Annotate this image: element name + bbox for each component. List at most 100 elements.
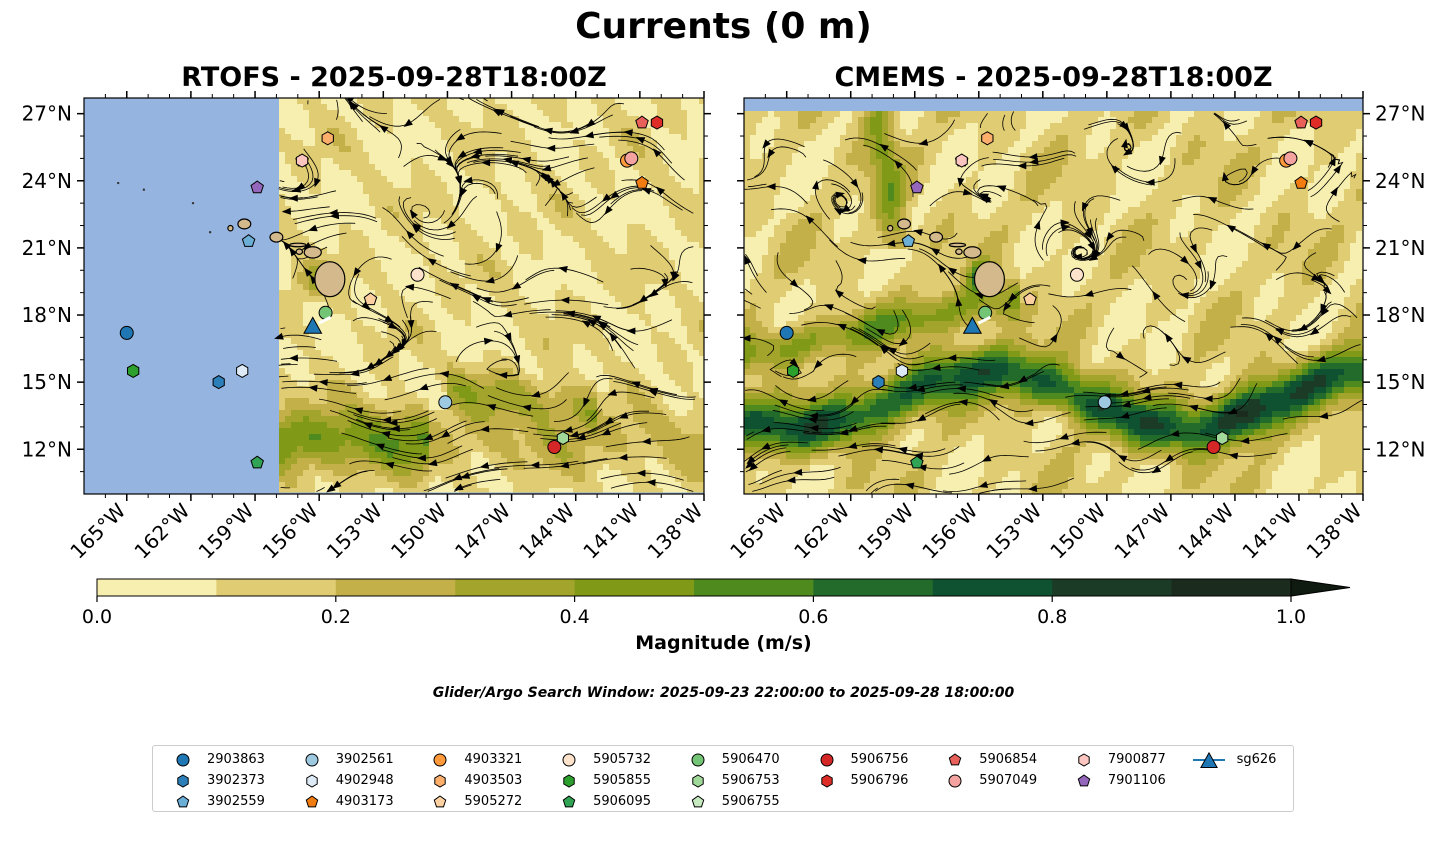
platform-sg626 [962, 316, 983, 334]
streamline-arrow [1115, 351, 1126, 360]
streamline [744, 441, 808, 462]
island-niihau [887, 224, 894, 232]
streamline-arrow [546, 144, 556, 152]
streamline-arrow [1083, 229, 1092, 240]
figure-title: Currents (0 m) [575, 6, 872, 47]
streamline-arrow [453, 483, 464, 491]
streamline-arrow [850, 396, 860, 406]
colorbar-tick-label: 1.0 [1276, 606, 1306, 628]
colorbar-tick-label: 0.0 [82, 606, 112, 628]
streamline-arrow [281, 207, 291, 215]
streamline-arrow [439, 370, 450, 378]
island-oahu [269, 231, 284, 243]
streamline-arrow [318, 379, 328, 386]
streamline-arrow [1141, 386, 1151, 394]
streamline [1002, 114, 1006, 131]
legend-marker-icon [691, 753, 705, 767]
legend-marker-icon [433, 753, 447, 767]
legend-symbol [562, 753, 576, 767]
legend-label: 5905855 [593, 773, 651, 788]
streamline-arrow [485, 276, 495, 284]
streamline-arrow [492, 109, 502, 117]
lon-tick-label: 138°W [1302, 498, 1367, 563]
streamline-arrow [428, 459, 438, 467]
legend-marker-icon [1078, 753, 1090, 767]
streamline [1213, 113, 1257, 147]
lon-tick-label: 153°W [981, 498, 1046, 563]
streamline-arrow [1164, 333, 1173, 343]
legend-symbol [563, 774, 575, 788]
streamline-arrow [604, 205, 613, 215]
streamline [476, 99, 540, 128]
streamline-arrow [1318, 412, 1329, 420]
streamline-arrow [460, 187, 468, 198]
streamline-arrow [385, 350, 394, 359]
streamline-arrow [807, 416, 817, 424]
platform-7901106 [910, 180, 924, 194]
platform-5905272 [1023, 292, 1037, 306]
streamline-arrow [504, 332, 512, 342]
streamline [746, 431, 755, 437]
streamline-arrow [380, 431, 391, 438]
platform-5907049 [624, 151, 639, 166]
lat-tick-label: 27°N [22, 102, 72, 126]
legend-symbol [305, 753, 319, 767]
streamline-arrow [375, 443, 385, 451]
island-hawaii [314, 261, 346, 298]
streamline-arrow [789, 358, 799, 367]
legend-marker-icon [1077, 774, 1091, 787]
streamline-arrow [346, 98, 355, 104]
legend-marker-icon [948, 774, 962, 788]
streamline-arrow [988, 399, 998, 407]
streamline-arrow [1121, 401, 1131, 408]
legend-marker-icon [1192, 751, 1225, 768]
streamline-arrow [1017, 162, 1027, 170]
platform-5906854 [1294, 115, 1308, 129]
legend-symbol [691, 753, 705, 767]
islet [191, 201, 195, 205]
islet [208, 231, 212, 234]
lat-tick-label: 15°N [22, 370, 72, 394]
platform-5906753 [1216, 431, 1229, 446]
streamline-arrow [812, 180, 819, 190]
legend-marker-icon [692, 774, 704, 788]
streamline-arrow [1121, 138, 1128, 149]
streamline-arrow [918, 138, 929, 146]
legend-symbol [434, 795, 447, 808]
colorbar-segment [1052, 579, 1173, 596]
streamline-arrow [778, 399, 789, 407]
streamline-arrow [913, 452, 924, 460]
streamline [1214, 113, 1248, 125]
streamline-arrow [328, 209, 338, 217]
lat-tick-label: 12°N [22, 437, 72, 461]
streamline-arrow [314, 177, 321, 188]
streamline-arrow [1316, 355, 1327, 363]
streamline-arrow [1033, 220, 1041, 230]
streamline-arrow [1084, 290, 1094, 297]
legend-marker-icon [434, 774, 447, 788]
streamline-arrow [540, 175, 551, 183]
platform-5906854 [635, 115, 649, 129]
streamline-arrow [834, 289, 844, 298]
streamline-arrow [1117, 455, 1128, 463]
streamline-arrow [824, 304, 834, 311]
streamline-arrow [551, 179, 561, 187]
streamline-arrow [897, 446, 908, 454]
streamline-arrow [793, 468, 803, 476]
streamline-arrow [480, 425, 490, 433]
streamline-arrow [601, 193, 611, 202]
streamline [744, 300, 761, 309]
streamline-arrow [479, 462, 490, 469]
rtofs-magnitude-field [279, 98, 704, 493]
streamline [280, 196, 318, 200]
legend-symbol [176, 753, 190, 767]
streamline-arrow [947, 267, 958, 276]
streamline-arrow [805, 215, 815, 225]
platform-5905855 [787, 363, 800, 378]
streamline-arrow [470, 152, 480, 159]
platform-sg626 [303, 316, 323, 334]
streamline-arrow [601, 428, 611, 436]
lon-tick-label: 138°W [643, 498, 708, 563]
streamline-arrow [938, 263, 947, 273]
colorbar-extend-arrow [1290, 578, 1351, 597]
